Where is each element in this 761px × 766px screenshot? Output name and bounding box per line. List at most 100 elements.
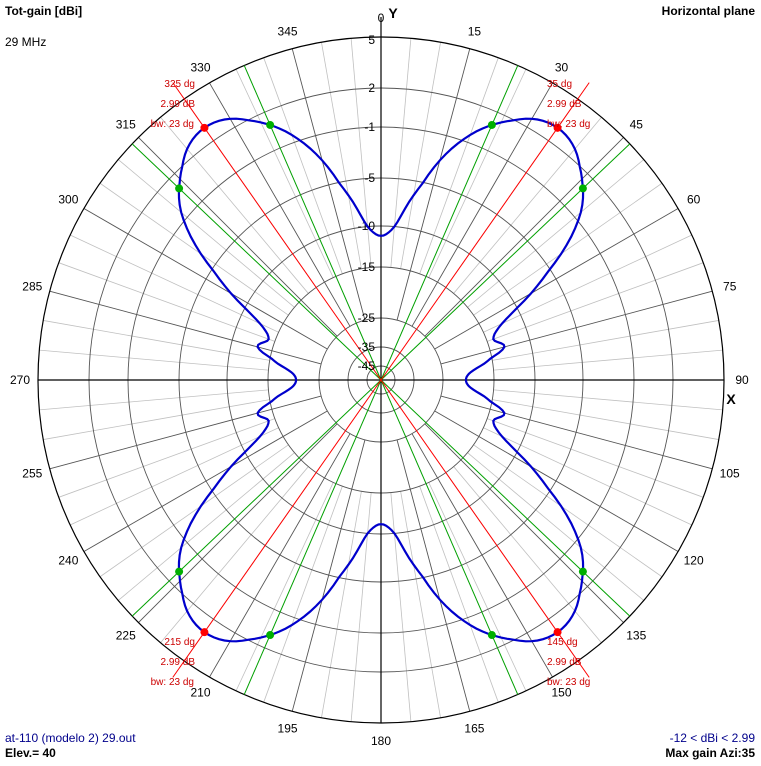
max-gain-annotation: 2.99 dB bbox=[161, 657, 196, 668]
fine-spoke bbox=[69, 427, 279, 526]
grid-spoke bbox=[411, 433, 553, 678]
angle-label: 75 bbox=[723, 280, 737, 294]
angle-label: 225 bbox=[116, 628, 136, 642]
max-gain-annotation: 145 dg bbox=[547, 637, 578, 648]
half-power-dot bbox=[175, 184, 184, 193]
angle-label: 315 bbox=[116, 118, 136, 132]
gain-label: -5 bbox=[364, 171, 375, 185]
fine-spoke bbox=[117, 452, 295, 601]
y-axis-letter: Y bbox=[388, 5, 398, 21]
angle-label: 45 bbox=[630, 118, 644, 132]
fine-spoke bbox=[492, 399, 719, 440]
gain-label: -1 bbox=[364, 120, 375, 134]
fine-spoke bbox=[43, 320, 270, 361]
fine-spoke bbox=[453, 116, 602, 294]
fine-spoke bbox=[473, 182, 663, 316]
angle-label: 285 bbox=[22, 280, 42, 294]
fine-spoke bbox=[390, 492, 412, 722]
grid-spoke bbox=[396, 48, 471, 321]
grid-spoke bbox=[396, 439, 471, 712]
fine-spoke bbox=[419, 57, 499, 274]
half-power-dot bbox=[487, 631, 496, 640]
half-power-dot bbox=[266, 120, 275, 129]
fine-spoke bbox=[487, 418, 704, 498]
grid-spoke bbox=[440, 395, 713, 470]
fine-spoke bbox=[487, 262, 704, 342]
fine-spoke bbox=[483, 234, 693, 333]
max-gain-annotation: 2.99 dB bbox=[547, 657, 582, 668]
plane-title: Horizontal plane bbox=[661, 4, 755, 18]
max-gain-annotation: 35 dg bbox=[547, 79, 572, 90]
max-gain-line bbox=[172, 379, 382, 678]
max-gain-line bbox=[380, 82, 590, 381]
angle-label: 120 bbox=[684, 554, 704, 568]
fine-spoke bbox=[453, 466, 602, 644]
angle-label: 0 bbox=[378, 11, 385, 25]
fine-spoke bbox=[321, 42, 362, 269]
fine-spoke bbox=[493, 389, 723, 411]
grid-spoke bbox=[434, 208, 679, 350]
half-power-line bbox=[243, 65, 382, 381]
grid-spoke bbox=[411, 82, 553, 327]
elevation-label: Elev.= 40 bbox=[5, 746, 56, 760]
fine-spoke bbox=[39, 349, 269, 371]
grid-spoke bbox=[209, 82, 351, 327]
fine-spoke bbox=[263, 57, 343, 274]
grid-spoke bbox=[434, 410, 679, 552]
fine-spoke bbox=[235, 68, 334, 278]
max-gain-annotation: bw: 23 dg bbox=[151, 119, 194, 130]
fine-spoke bbox=[350, 38, 372, 268]
grid-spoke bbox=[440, 290, 713, 365]
half-power-dot bbox=[578, 567, 587, 576]
grid-spoke bbox=[209, 433, 351, 678]
fine-spoke bbox=[350, 492, 372, 722]
angle-label: 270 bbox=[10, 373, 30, 387]
frequency-label: 29 MHz bbox=[5, 35, 47, 49]
grid-spoke bbox=[424, 137, 624, 337]
fine-spoke bbox=[321, 491, 362, 718]
angle-label: 345 bbox=[278, 24, 298, 38]
fine-spoke bbox=[428, 68, 527, 278]
angle-label: 240 bbox=[58, 554, 78, 568]
angle-label: 165 bbox=[464, 722, 484, 736]
fine-spoke bbox=[483, 427, 693, 526]
fine-spoke bbox=[58, 262, 275, 342]
angle-label: 255 bbox=[22, 466, 42, 480]
grid-spoke bbox=[138, 137, 338, 337]
fine-spoke bbox=[493, 349, 723, 371]
fine-spoke bbox=[235, 482, 334, 692]
max-gain-annotation: 325 dg bbox=[164, 79, 195, 90]
half-power-line bbox=[380, 379, 631, 617]
angle-label: 195 bbox=[278, 722, 298, 736]
max-gain-annotation: bw: 23 dg bbox=[547, 677, 590, 688]
half-power-line bbox=[131, 143, 382, 381]
angle-label: 180 bbox=[371, 734, 391, 748]
angle-label: 30 bbox=[555, 60, 569, 74]
x-axis-letter: X bbox=[726, 391, 736, 407]
max-gain-annotation: bw: 23 dg bbox=[151, 677, 194, 688]
half-power-line bbox=[380, 379, 519, 695]
gain-title: Tot-gain [dBi] bbox=[5, 4, 83, 18]
fine-spoke bbox=[467, 159, 645, 308]
half-power-dot bbox=[266, 631, 275, 640]
gain-label: 5 bbox=[368, 33, 375, 47]
fine-spoke bbox=[419, 486, 499, 703]
fine-spoke bbox=[263, 486, 343, 703]
max-gain-dot bbox=[200, 123, 209, 132]
grid-spoke bbox=[83, 410, 328, 552]
max-gain-annotation: 2.99 dB bbox=[547, 99, 582, 110]
fine-spoke bbox=[428, 482, 527, 692]
angle-label: 135 bbox=[626, 628, 646, 642]
grid-spoke bbox=[49, 395, 322, 470]
half-power-line bbox=[380, 65, 519, 381]
gain-label: 2 bbox=[368, 81, 375, 95]
radiation-pattern bbox=[177, 117, 585, 643]
fine-spoke bbox=[99, 182, 289, 316]
angle-label: 150 bbox=[551, 686, 571, 700]
max-gain-annotation: bw: 23 dg bbox=[547, 119, 590, 130]
max-gain-label: Max gain Azi:35 bbox=[665, 746, 755, 760]
angle-label: 210 bbox=[190, 686, 210, 700]
angle-label: 330 bbox=[190, 60, 210, 74]
